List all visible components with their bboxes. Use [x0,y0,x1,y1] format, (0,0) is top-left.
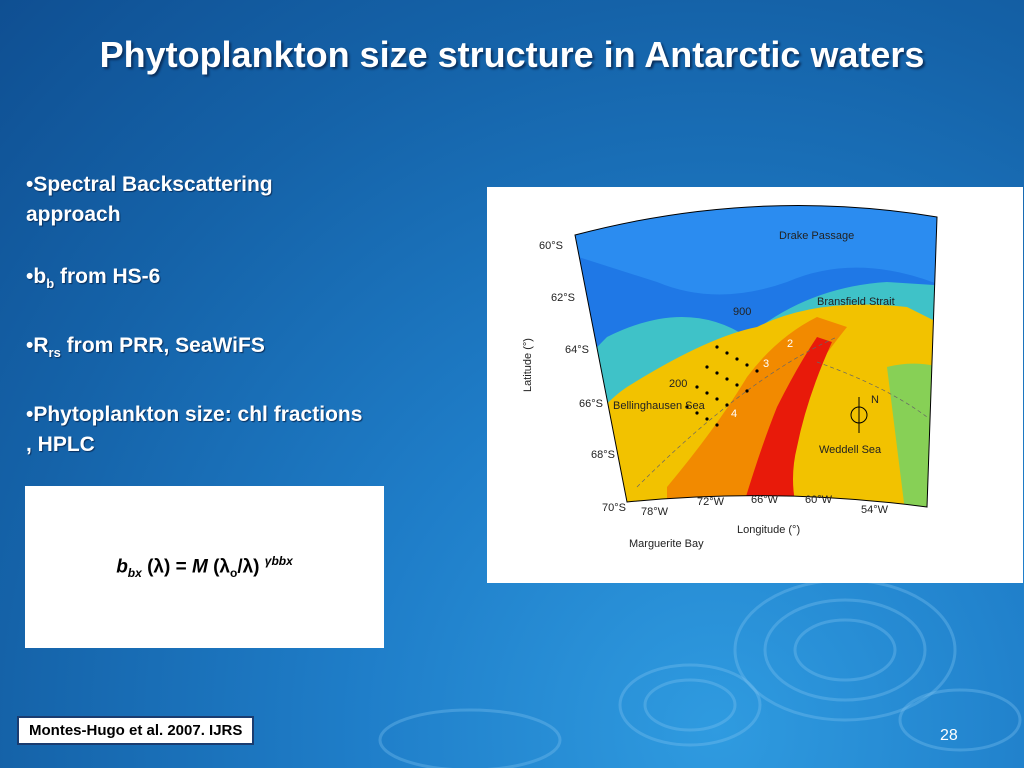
bullet-item: •Phytoplankton size: chl fractions , HPL… [26,403,363,457]
weddell-sea-label: Weddell Sea [819,444,882,456]
lat-label: 60°S [539,240,563,252]
grid-label: 200 [669,378,687,390]
lon-label: 72°W [697,496,725,508]
lon-label: 54°W [861,504,889,516]
equation-box: bbx (λ) = M (λo/λ) γbbx [25,486,384,648]
transect-label: 4 [731,408,737,420]
lat-label: 70°S [602,502,626,514]
bullet-item: •Spectral Backscattering approach [26,173,273,226]
bullet-item: •bb from HS-6 [26,265,161,292]
x-axis-label: Longitude (°) [737,524,800,536]
marguerite-bay-label: Marguerite Bay [629,538,704,550]
map-svg: 60°S 62°S 64°S 66°S 68°S 70°S 78°W 72°W … [522,204,938,550]
lon-label: 78°W [641,506,669,518]
bransfield-strait-label: Bransfield Strait [817,296,895,308]
grid-label: 900 [733,306,751,318]
slide-title: Phytoplankton size structure in Antarcti… [99,34,925,75]
page-number: 28 [940,727,958,744]
citation-box: Montes-Hugo et al. 2007. IJRS [17,716,255,745]
drake-passage-label: Drake Passage [779,230,854,242]
transect-label: 2 [787,338,793,350]
lat-label: 66°S [579,398,603,410]
bullet-item: •Rrs from PRR, SeaWiFS [26,334,265,361]
backscatter-equation: bbx (λ) = M (λo/λ) γbbx [116,554,293,581]
north-label: N [871,394,879,406]
lon-label: 66°W [751,494,779,506]
lat-label: 68°S [591,449,615,461]
north-arrow-icon [850,397,868,433]
antarctic-map: 60°S 62°S 64°S 66°S 68°S 70°S 78°W 72°W … [487,187,1023,583]
lat-label: 62°S [551,292,575,304]
lon-label: 60°W [805,494,833,506]
y-axis-label: Latitude (°) [522,338,534,392]
bellinghausen-sea-label: Bellinghausen Sea [613,400,706,412]
bullet-list: •Spectral Backscattering approach •bb fr… [26,170,366,492]
transect-label: 3 [763,358,769,370]
lat-label: 64°S [565,344,589,356]
